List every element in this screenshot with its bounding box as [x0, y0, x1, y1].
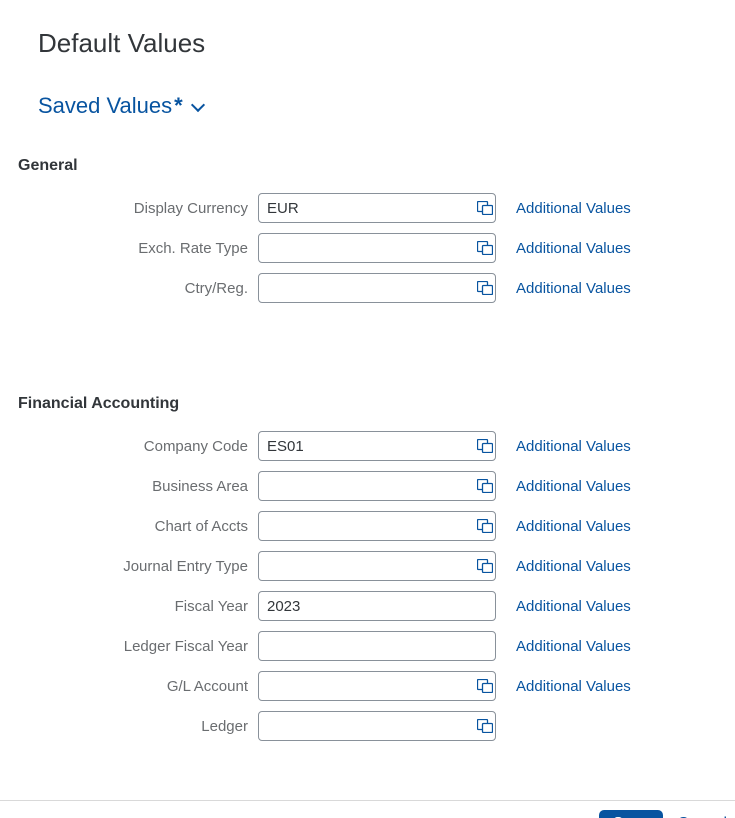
input-wrapper-fiscal-year	[258, 591, 496, 621]
saved-values-dropdown[interactable]: Saved Values *	[38, 93, 735, 119]
input-wrapper-ledger	[258, 711, 496, 741]
value-help-chart-of-accts[interactable]	[474, 519, 495, 533]
input-journal-entry-type[interactable]	[259, 552, 474, 580]
label-company-code: Company Code	[0, 438, 258, 455]
value-help-journal-entry-type[interactable]	[474, 559, 495, 573]
label-chart-of-accts: Chart of Accts	[0, 518, 258, 535]
value-help-display-currency[interactable]	[474, 201, 495, 215]
saved-values-modified-marker: *	[174, 93, 183, 119]
value-help-ctry-reg[interactable]	[474, 281, 495, 295]
additional-values-chart-of-accts[interactable]: Additional Values	[516, 518, 631, 535]
value-help-icon	[477, 479, 493, 493]
value-help-ledger[interactable]	[474, 719, 495, 733]
label-exch-rate-type: Exch. Rate Type	[0, 240, 258, 257]
input-exch-rate-type[interactable]	[259, 234, 474, 262]
saved-values-label: Saved Values	[38, 93, 172, 119]
input-wrapper-journal-entry-type	[258, 551, 496, 581]
value-help-icon	[477, 679, 493, 693]
row-chart-of-accts: Chart of Accts Additional Values	[0, 509, 735, 543]
value-help-gl-account[interactable]	[474, 679, 495, 693]
additional-values-ledger-fiscal-year[interactable]: Additional Values	[516, 638, 631, 655]
label-display-currency: Display Currency	[0, 200, 258, 217]
additional-values-company-code[interactable]: Additional Values	[516, 438, 631, 455]
input-wrapper-chart-of-accts	[258, 511, 496, 541]
page-title: Default Values	[38, 28, 735, 59]
row-fiscal-year: Fiscal Year Additional Values	[0, 589, 735, 623]
value-help-icon	[477, 201, 493, 215]
additional-values-exch-rate-type[interactable]: Additional Values	[516, 240, 631, 257]
section-header-financial: Financial Accounting	[18, 395, 735, 413]
input-business-area[interactable]	[259, 472, 474, 500]
save-button[interactable]: Save	[599, 810, 663, 818]
label-ctry-reg: Ctry/Reg.	[0, 280, 258, 297]
row-display-currency: Display Currency Additional Values	[0, 191, 735, 225]
value-help-icon	[477, 241, 493, 255]
input-gl-account[interactable]	[259, 672, 474, 700]
row-journal-entry-type: Journal Entry Type Additional Values	[0, 549, 735, 583]
value-help-icon	[477, 519, 493, 533]
input-ledger[interactable]	[259, 712, 474, 740]
label-ledger: Ledger	[0, 718, 258, 735]
input-wrapper-ctry-reg	[258, 273, 496, 303]
additional-values-business-area[interactable]: Additional Values	[516, 478, 631, 495]
row-ctry-reg: Ctry/Reg. Additional Values	[0, 271, 735, 305]
additional-values-display-currency[interactable]: Additional Values	[516, 200, 631, 217]
input-wrapper-display-currency	[258, 193, 496, 223]
value-help-icon	[477, 281, 493, 295]
row-ledger-fiscal-year: Ledger Fiscal Year Additional Values	[0, 629, 735, 663]
value-help-icon	[477, 439, 493, 453]
label-gl-account: G/L Account	[0, 678, 258, 695]
input-fiscal-year[interactable]	[259, 592, 474, 620]
row-business-area: Business Area Additional Values	[0, 469, 735, 503]
value-help-icon	[477, 719, 493, 733]
label-business-area: Business Area	[0, 478, 258, 495]
input-wrapper-business-area	[258, 471, 496, 501]
additional-values-journal-entry-type[interactable]: Additional Values	[516, 558, 631, 575]
row-gl-account: G/L Account Additional Values	[0, 669, 735, 703]
row-exch-rate-type: Exch. Rate Type Additional Values	[0, 231, 735, 265]
chevron-down-icon	[191, 98, 205, 112]
row-ledger: Ledger	[0, 709, 735, 743]
label-journal-entry-type: Journal Entry Type	[0, 558, 258, 575]
additional-values-ctry-reg[interactable]: Additional Values	[516, 280, 631, 297]
additional-values-fiscal-year[interactable]: Additional Values	[516, 598, 631, 615]
value-help-business-area[interactable]	[474, 479, 495, 493]
input-wrapper-ledger-fiscal-year	[258, 631, 496, 661]
value-help-icon	[477, 559, 493, 573]
input-chart-of-accts[interactable]	[259, 512, 474, 540]
input-company-code[interactable]	[259, 432, 474, 460]
input-display-currency[interactable]	[259, 194, 474, 222]
section-header-general: General	[18, 157, 735, 175]
label-ledger-fiscal-year: Ledger Fiscal Year	[0, 638, 258, 655]
value-help-company-code[interactable]	[474, 439, 495, 453]
input-wrapper-gl-account	[258, 671, 496, 701]
input-ctry-reg[interactable]	[259, 274, 474, 302]
footer-bar: Save Cancel	[0, 800, 735, 818]
additional-values-gl-account[interactable]: Additional Values	[516, 678, 631, 695]
input-wrapper-company-code	[258, 431, 496, 461]
label-fiscal-year: Fiscal Year	[0, 598, 258, 615]
value-help-exch-rate-type[interactable]	[474, 241, 495, 255]
row-company-code: Company Code Additional Values	[0, 429, 735, 463]
input-wrapper-exch-rate-type	[258, 233, 496, 263]
input-ledger-fiscal-year[interactable]	[259, 632, 474, 660]
cancel-button[interactable]: Cancel	[677, 815, 727, 818]
